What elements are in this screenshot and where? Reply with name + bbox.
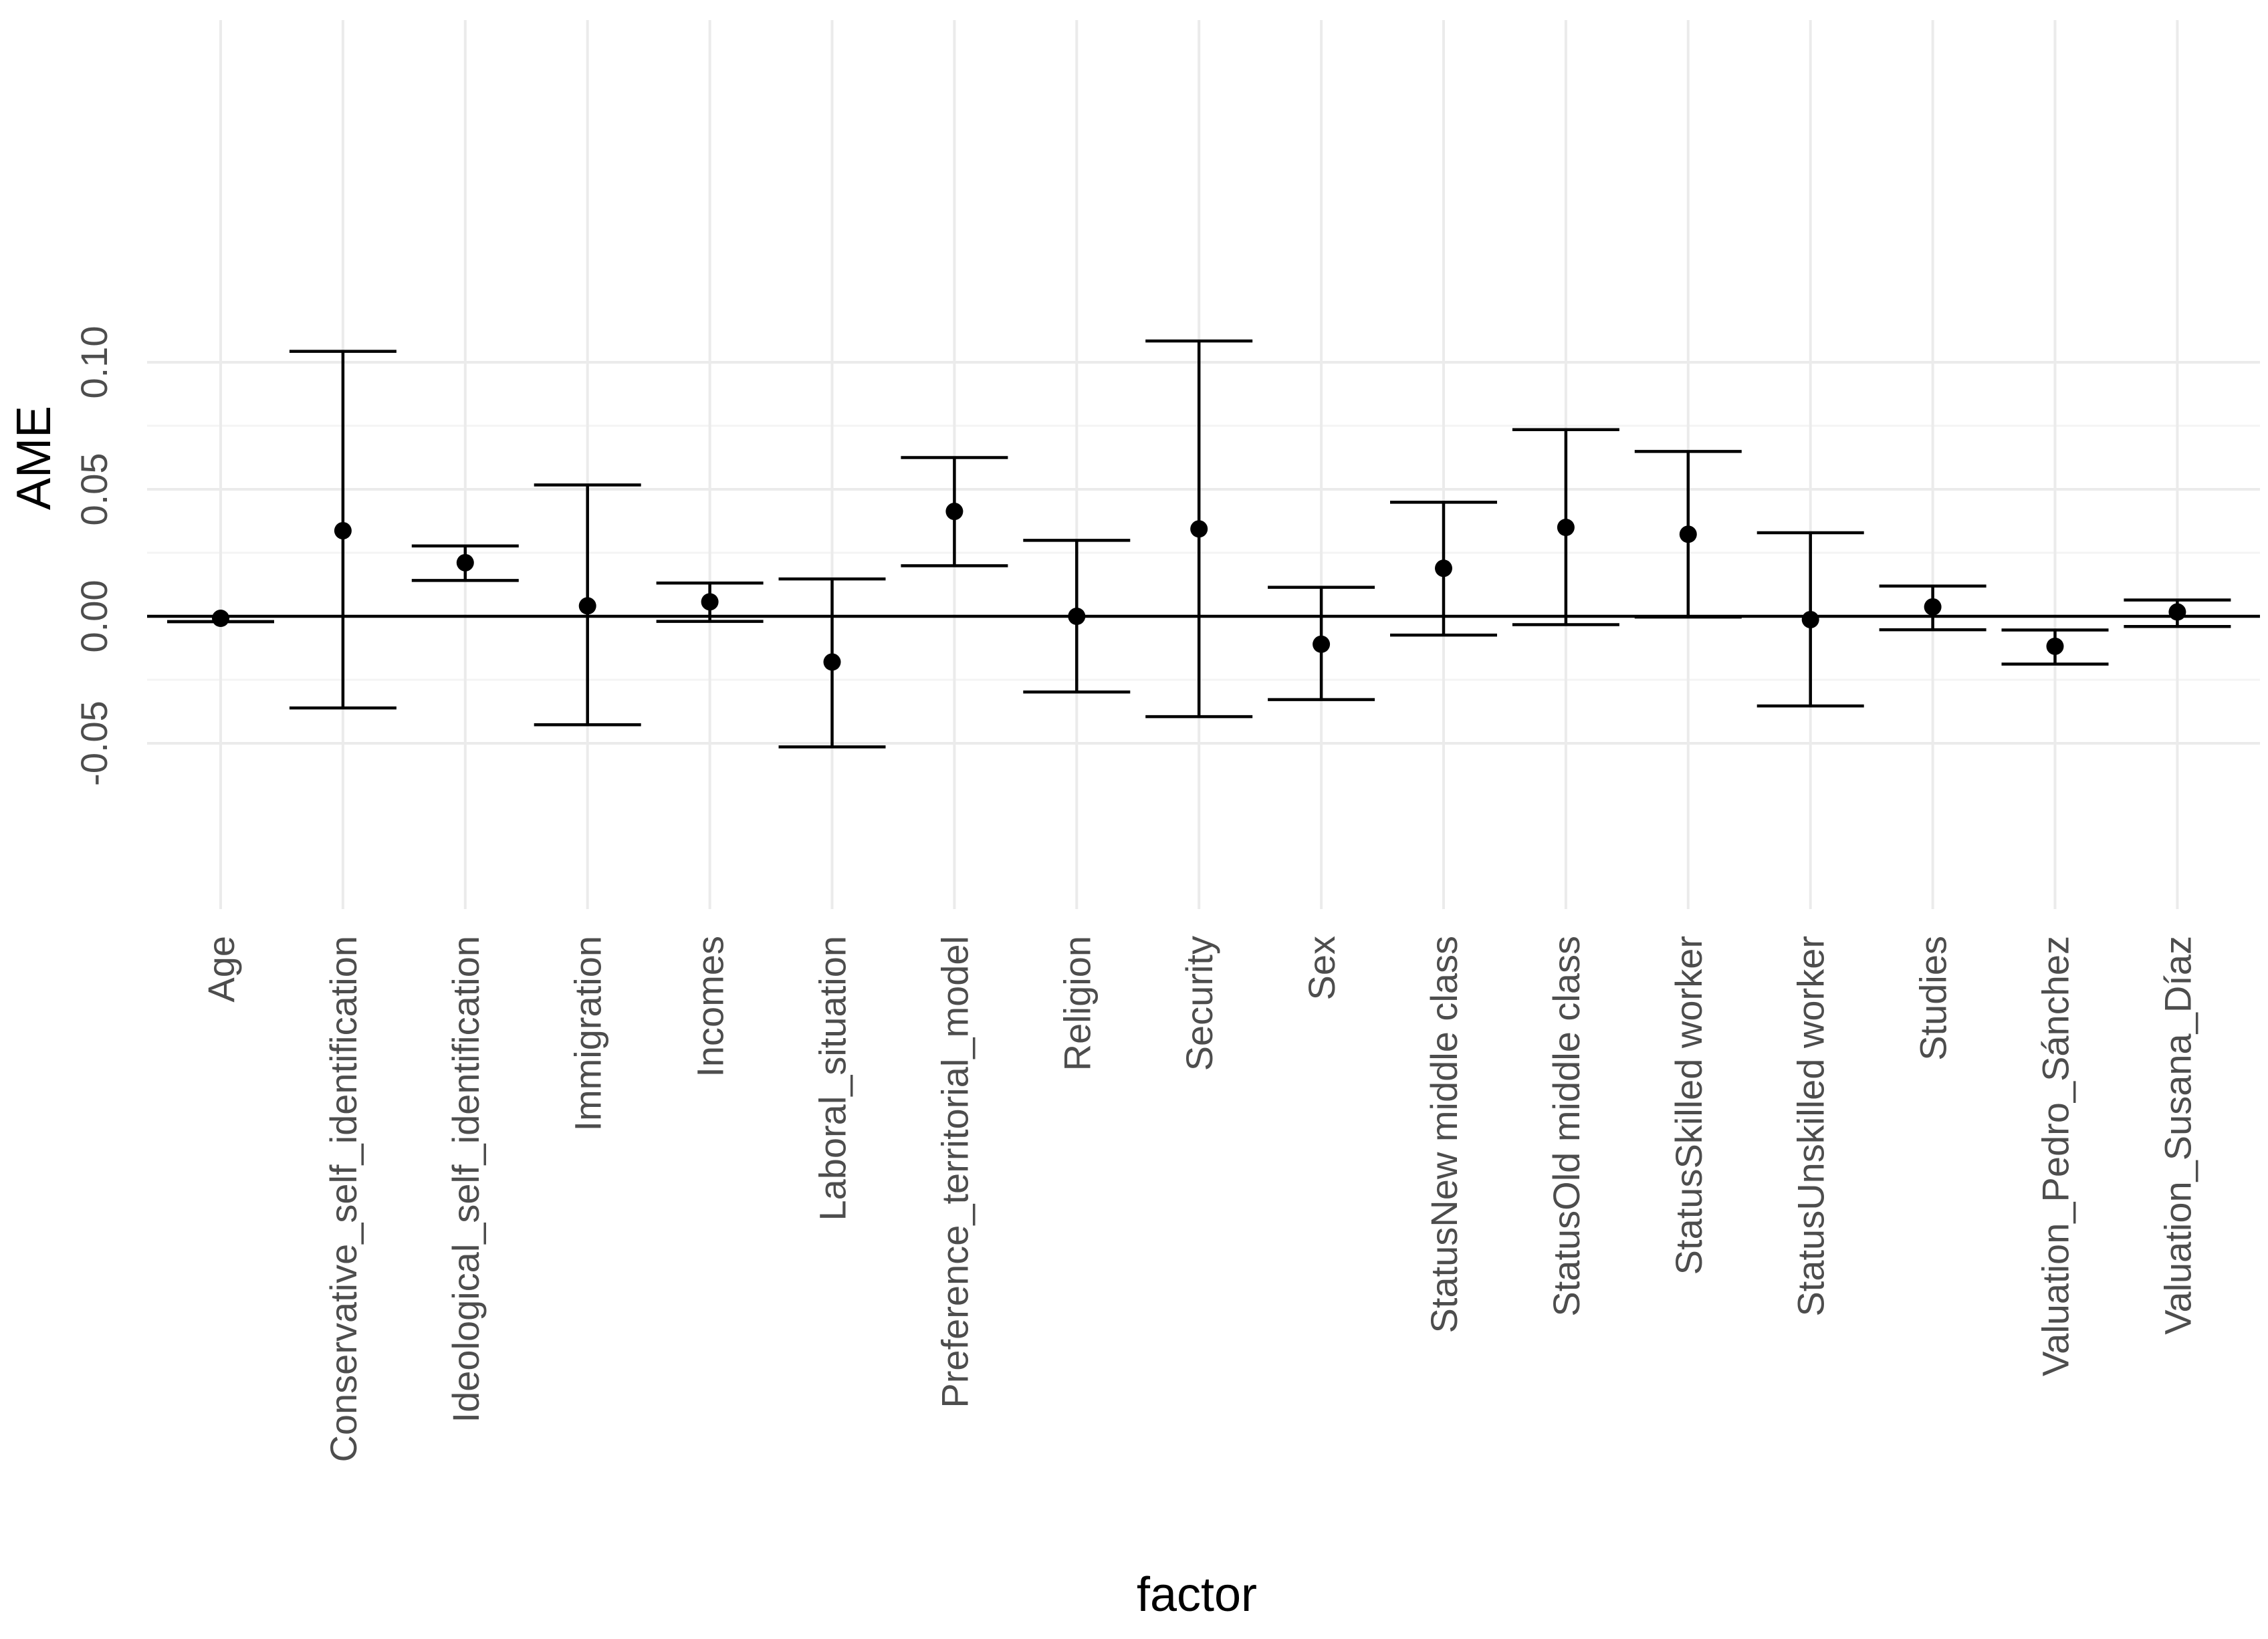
x-tick-label: Preference_territorial_model xyxy=(933,936,976,1408)
x-tick-label: StatusNew middle class xyxy=(1423,936,1465,1333)
grid xyxy=(147,20,2260,909)
y-tick-label: 0.05 xyxy=(73,453,115,526)
estimate-point-13 xyxy=(1801,610,1819,628)
estimate-point-5 xyxy=(823,653,841,671)
x-tick-label: Ideological_self_identification xyxy=(445,936,487,1423)
estimate-point-14 xyxy=(1924,598,1942,616)
x-tick-label: Religion xyxy=(1056,936,1098,1071)
x-tick-label: StatusSkilled worker xyxy=(1668,936,1710,1275)
error-bars xyxy=(167,339,2231,749)
estimate-point-0 xyxy=(212,610,229,628)
estimate-point-15 xyxy=(2046,637,2064,655)
y-tick-label: 0.00 xyxy=(73,580,115,653)
y-axis-tick-labels: -0.05 0.00 0.05 0.10 xyxy=(73,326,115,786)
estimate-point-2 xyxy=(456,553,474,572)
x-tick-label: Sex xyxy=(1300,936,1343,1001)
estimate-point-1 xyxy=(334,521,352,539)
x-axis-title: factor xyxy=(1137,1568,1257,1622)
estimate-point-6 xyxy=(945,503,963,521)
x-tick-label: Immigration xyxy=(567,936,609,1132)
x-tick-label: Security xyxy=(1178,936,1220,1071)
x-tick-label: Studies xyxy=(1912,936,1954,1061)
estimate-point-16 xyxy=(2168,603,2186,621)
x-tick-label: Age xyxy=(200,936,242,1003)
x-tick-label: Laboral_situation xyxy=(812,936,854,1221)
estimate-point-12 xyxy=(1679,525,1697,543)
estimate-point-7 xyxy=(1068,608,1086,625)
estimate-point-8 xyxy=(1190,520,1208,538)
x-tick-label: Incomes xyxy=(689,936,731,1078)
x-axis-tick-labels: Age Conservative_self_identification Ideol… xyxy=(200,936,2198,1463)
y-tick-label: -0.05 xyxy=(73,701,115,786)
y-axis-title: AME xyxy=(7,406,61,510)
estimate-point-3 xyxy=(578,597,596,615)
estimate-point-9 xyxy=(1313,635,1331,653)
estimate-point-4 xyxy=(701,593,719,611)
x-tick-label: StatusOld middle class xyxy=(1545,936,1587,1317)
estimate-point-10 xyxy=(1435,559,1452,578)
estimate-points xyxy=(212,503,2186,671)
x-tick-label: Valuation_Susana_Díaz xyxy=(2156,936,2198,1335)
x-tick-label: Conservative_self_identification xyxy=(322,936,364,1463)
x-tick-label: StatusUnskilled worker xyxy=(1790,936,1832,1317)
y-tick-label: 0.10 xyxy=(73,326,115,399)
estimate-point-11 xyxy=(1557,519,1575,536)
x-tick-label: Valuation_Pedro_Sánchez xyxy=(2035,936,2077,1376)
